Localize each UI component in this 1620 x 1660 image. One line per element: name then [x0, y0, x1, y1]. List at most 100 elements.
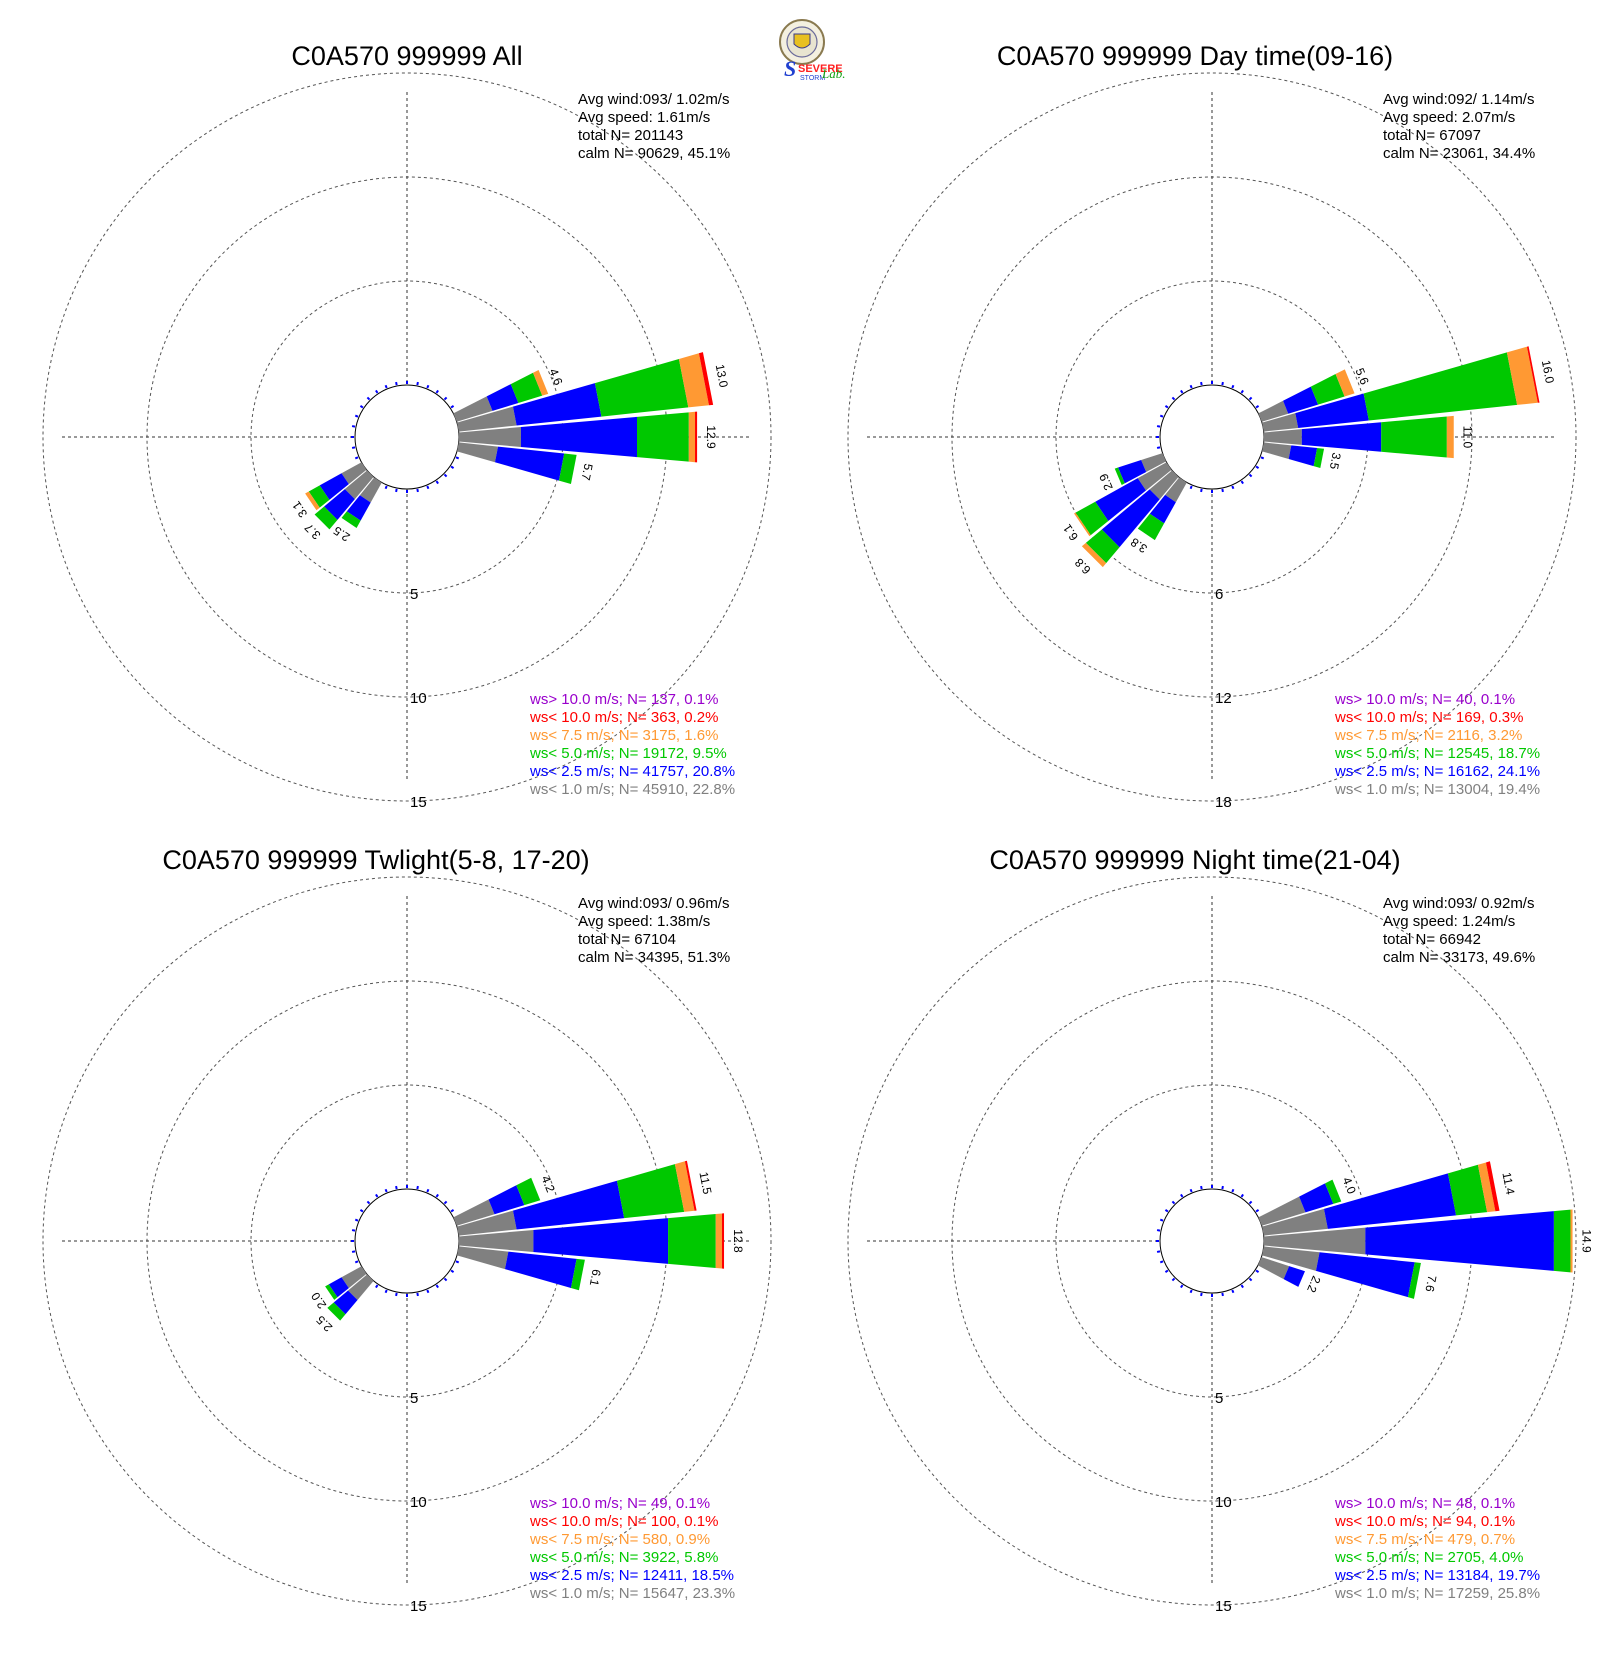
ring-label: 10 — [410, 1494, 427, 1511]
legend-entry-green: ws< 5.0 m/s; N= 2705, 4.0% — [1334, 1549, 1523, 1566]
petal-segment-gray — [453, 1199, 495, 1226]
legend-entry-orange: ws< 7.5 m/s; N= 3175, 1.6% — [529, 727, 718, 744]
direction-tick — [1156, 446, 1161, 449]
petal-value-label: 3.1 — [289, 498, 310, 520]
direction-tick — [1189, 485, 1193, 490]
direction-tick — [1159, 414, 1164, 418]
direction-tick — [443, 473, 448, 478]
direction-tick — [1156, 1250, 1161, 1253]
direction-tick — [1248, 396, 1253, 401]
direction-tick — [384, 485, 388, 490]
rose-panel-twilight: 5 10 15 4.2 11.5 12.8 6.1 2.52.0 C0A570 999999 T… — [42, 845, 772, 1615]
petal-segment-red — [1485, 1161, 1500, 1212]
ring-label: 6 — [1215, 586, 1223, 603]
stats-line: Avg wind:092/ 1.14m/s — [1383, 91, 1534, 108]
petal-segment-green — [516, 1177, 541, 1206]
petal-segment-green — [1313, 448, 1325, 469]
petal-segment-blue — [1365, 1211, 1554, 1271]
petal-value-label: 6.1 — [1060, 521, 1081, 543]
petal-segment-gray — [1263, 429, 1302, 445]
direction-tick — [426, 384, 430, 389]
petal-segment-green — [1085, 529, 1120, 564]
petal-segment-blue — [504, 1251, 577, 1289]
direction-tick — [443, 396, 448, 401]
stats-line: calm N= 33173, 49.6% — [1383, 949, 1535, 966]
legend-entry-gray: ws< 1.0 m/s; N= 15647, 23.3% — [529, 1585, 735, 1602]
legend-entry-purple: ws> 10.0 m/s; N= 48, 0.1% — [1334, 1495, 1515, 1512]
petal-segment-gray — [1258, 400, 1289, 422]
petal-segment-green — [1407, 1262, 1421, 1299]
petal-value-label: 5.6 — [1352, 366, 1371, 387]
direction-tick — [1156, 425, 1161, 428]
direction-tick — [1200, 381, 1203, 386]
legend-entry-red: ws< 10.0 m/s; N= 169, 0.3% — [1334, 709, 1523, 726]
logo-text-severe: SEVERE — [798, 63, 843, 75]
stats-line: calm N= 23061, 34.4% — [1383, 145, 1535, 162]
petal-value-label: 2.5 — [313, 1313, 335, 1335]
direction-tick — [1164, 1209, 1169, 1213]
grid-ring — [42, 876, 772, 1606]
direction-tick — [435, 1193, 439, 1198]
ring-label: 15 — [410, 794, 427, 811]
petal-segment-gray — [458, 427, 521, 447]
petal-segment-blue — [319, 473, 349, 500]
ring-label: 10 — [410, 690, 427, 707]
direction-tick — [1189, 384, 1193, 389]
petal-segment-green — [510, 372, 543, 403]
petal-segment-orange — [1570, 1209, 1573, 1273]
petal-segment-blue — [1149, 494, 1176, 524]
direction-tick — [1248, 473, 1253, 478]
petal-value-label: 11.4 — [1499, 1171, 1517, 1196]
petal-segment-green — [1137, 513, 1165, 541]
direction-tick — [351, 446, 356, 449]
direction-tick — [351, 425, 356, 428]
direction-tick — [450, 1209, 455, 1213]
ring-label: 10 — [1215, 1494, 1232, 1511]
petal-segment-green — [637, 412, 689, 462]
stats-line: Avg speed: 2.07m/s — [1383, 109, 1515, 126]
legend-entry-blue: ws< 2.5 m/s; N= 16162, 24.1% — [1334, 763, 1540, 780]
direction-tick — [1171, 396, 1176, 401]
legend-entry-green: ws< 5.0 m/s; N= 19172, 9.5% — [529, 745, 727, 762]
petal-segment-blue — [1283, 1266, 1305, 1287]
rose-panel-daytime: 6 12 18 5.6 16.0 11.0 3.5 3.8 6.8 6.1 2.9 C0A570 99… — [847, 41, 1577, 811]
calm-circle — [1159, 1188, 1265, 1294]
petal-value-label: 3.5 — [1327, 451, 1344, 470]
ring-label: 5 — [1215, 1390, 1223, 1407]
stats-line: calm N= 90629, 45.1% — [578, 145, 730, 162]
direction-tick — [1240, 1284, 1244, 1289]
petal-segment-blue — [488, 1185, 525, 1215]
direction-tick — [443, 1200, 448, 1205]
petal-segment-gray — [1258, 1196, 1306, 1226]
petal-segment-gray — [456, 442, 499, 463]
petal-value-label: 14.9 — [1580, 1229, 1594, 1253]
petal-value-label: 5.7 — [578, 462, 595, 481]
calm-circle — [354, 384, 460, 490]
petal-value-label: 2.2 — [1304, 1274, 1324, 1295]
petal-segment-gray — [1165, 477, 1187, 503]
petal-segment-blue — [494, 446, 565, 481]
petal-segment-blue — [1315, 1252, 1415, 1298]
direction-tick — [1171, 1200, 1176, 1205]
legend-entry-gray: ws< 1.0 m/s; N= 13004, 19.4% — [1334, 781, 1540, 798]
petal-segment-blue — [533, 1218, 669, 1264]
petal-segment-green — [594, 359, 689, 417]
direction-tick — [375, 1284, 379, 1289]
direction-tick — [1221, 1292, 1224, 1297]
stats-line: Avg speed: 1.61m/s — [578, 109, 710, 126]
petal-segment-green — [668, 1213, 716, 1269]
stats-line: Avg speed: 1.38m/s — [578, 913, 710, 930]
grid-ring — [847, 72, 1577, 802]
direction-tick — [1231, 384, 1235, 389]
petal-segment-gray — [1141, 453, 1167, 472]
petal-segment-gray — [1261, 413, 1299, 432]
petal-segment-orange — [715, 1213, 722, 1269]
legend-entry-orange: ws< 7.5 m/s; N= 580, 0.9% — [529, 1531, 710, 1548]
petal-segment-gray — [456, 1246, 509, 1270]
petal-segment-orange — [678, 353, 710, 408]
direction-tick — [1180, 389, 1184, 394]
direction-tick — [455, 456, 460, 460]
stats-line: total N= 201143 — [578, 127, 683, 144]
rose-panel-nighttime: 5 10 15 4.0 11.4 14.9 7.6 2.2 C0A570 999999 Nigh… — [847, 845, 1594, 1615]
